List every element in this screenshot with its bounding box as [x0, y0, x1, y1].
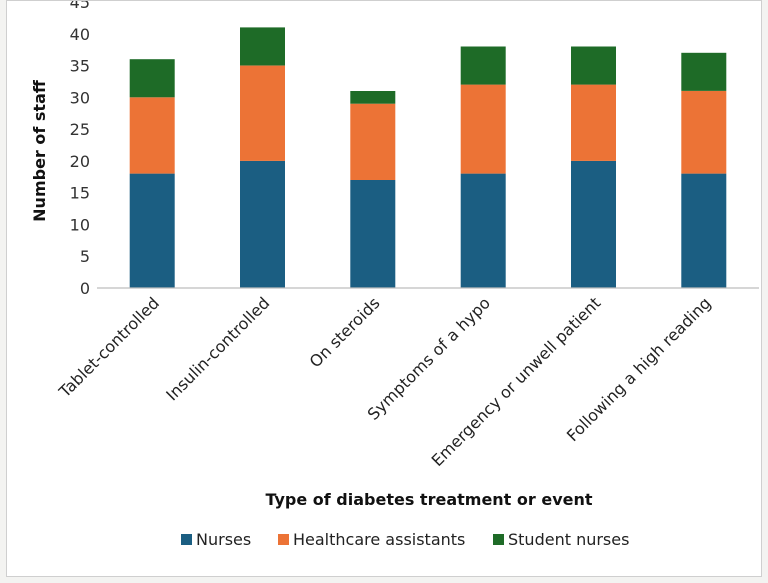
legend-label: Healthcare assistants — [293, 530, 465, 549]
bar-student-nurses-1 — [129, 59, 175, 98]
stacked-bar-chart: 0 5 10 15 20 25 30 35 40 45 Tablet-controlled Insu… — [30, 1, 759, 549]
bar-nurses-3 — [350, 180, 396, 288]
legend-label: Nurses — [196, 530, 251, 549]
x-axis-title: Type of diabetes treatment or event — [265, 490, 592, 509]
legend-swatch-healthcare-assistants — [278, 534, 289, 545]
bar-healthcare-assistants-4 — [460, 84, 506, 174]
y-tick-label: 20 — [70, 152, 90, 171]
bar-student-nurses-6 — [681, 52, 727, 91]
bar-student-nurses-4 — [460, 46, 506, 85]
y-axis-ticks: 0 5 10 15 20 25 30 35 40 45 — [70, 1, 90, 298]
bar-healthcare-assistants-5 — [571, 84, 616, 161]
legend-label: Student nurses — [508, 530, 629, 549]
chart-frame: 0 5 10 15 20 25 30 35 40 45 Tablet-controlled Insu… — [6, 0, 762, 577]
y-tick-label: 30 — [70, 88, 90, 107]
bar-nurses-6 — [681, 173, 727, 288]
y-tick-label: 15 — [70, 184, 90, 203]
y-tick-label: 5 — [80, 247, 90, 266]
bar-healthcare-assistants-2 — [240, 65, 285, 161]
bar-student-nurses-3 — [350, 91, 396, 104]
bar-healthcare-assistants-3 — [350, 103, 396, 180]
x-category-label: Insulin-controlled — [162, 293, 273, 404]
x-category-label: Symptoms of a hypo — [364, 293, 494, 423]
y-tick-label: 45 — [70, 1, 90, 12]
bar-nurses-4 — [460, 173, 506, 288]
y-axis-title: Number of staff — [30, 79, 49, 222]
bar-healthcare-assistants-1 — [129, 97, 175, 174]
y-tick-label: 40 — [70, 25, 90, 44]
bar-nurses-2 — [240, 160, 285, 288]
legend-swatch-student-nurses — [493, 534, 504, 545]
y-tick-label: 35 — [70, 57, 90, 76]
bar-nurses-5 — [571, 160, 616, 288]
y-tick-label: 25 — [70, 120, 90, 139]
x-axis-category-labels: Tablet-controlled Insulin-controlled On st… — [55, 293, 715, 470]
bar-student-nurses-5 — [571, 46, 616, 85]
y-tick-label: 0 — [80, 279, 90, 298]
x-category-label: On steroids — [306, 293, 384, 371]
bar-nurses-1 — [129, 173, 175, 288]
y-tick-label: 10 — [70, 215, 90, 234]
bar-student-nurses-2 — [240, 27, 285, 66]
legend: Nurses Healthcare assistants Student nurse… — [181, 530, 629, 549]
legend-swatch-nurses — [181, 534, 192, 545]
x-category-label: Tablet-controlled — [55, 293, 163, 401]
bars — [129, 27, 727, 288]
bar-healthcare-assistants-6 — [681, 91, 727, 174]
